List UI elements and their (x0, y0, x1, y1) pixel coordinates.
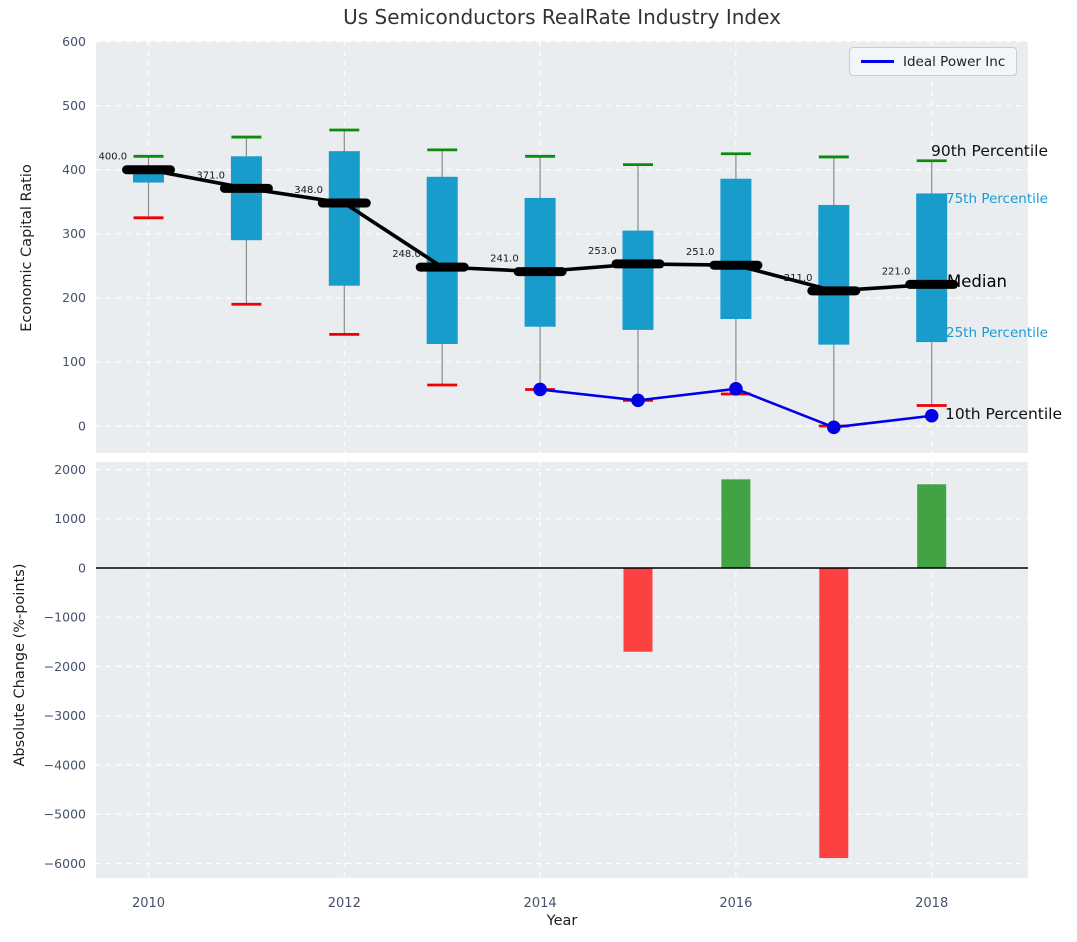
median-value-2011: 371.0 (196, 170, 225, 181)
svg-text:0: 0 (78, 560, 86, 575)
svg-text:−4000: −4000 (44, 757, 86, 772)
svg-text:200: 200 (62, 290, 86, 305)
svg-text:2016: 2016 (719, 896, 752, 911)
svg-text:−5000: −5000 (44, 807, 86, 822)
label-10th-percentile: 10th Percentile (945, 405, 1063, 423)
svg-text:−3000: −3000 (44, 708, 86, 723)
median-markers: 400.0 371.0 348.0 248.0 241.0 253.0 251.0 211.0… (99, 152, 959, 296)
box-group-2017 (818, 155, 850, 428)
chart-title: Us Semiconductors RealRate Industry Inde… (343, 5, 781, 29)
svg-text:600: 600 (62, 34, 86, 49)
box-group-2016 (720, 152, 752, 396)
label-90th-percentile: 90th Percentile (931, 142, 1049, 160)
median-value-2018: 221.0 (882, 266, 911, 277)
x-axis-label: Year (546, 913, 578, 929)
svg-text:−2000: −2000 (44, 659, 86, 674)
svg-text:2018: 2018 (915, 896, 948, 911)
bottom-plot-background (96, 462, 1028, 878)
change-bar-2016 (721, 479, 751, 568)
box-group-2015 (622, 163, 654, 402)
median-value-2012: 348.0 (294, 185, 323, 196)
legend: Ideal Power Inc (849, 47, 1018, 76)
legend-label: Ideal Power Inc (903, 53, 1006, 70)
change-bar-2017 (819, 568, 849, 859)
svg-text:−1000: −1000 (44, 610, 86, 625)
bottom-y-axis-label: Absolute Change (%-points) (12, 563, 28, 767)
change-bar-2015 (623, 568, 653, 652)
median-value-2013: 248.0 (392, 249, 421, 260)
change-bar-2018 (917, 484, 947, 568)
svg-text:500: 500 (62, 98, 86, 113)
median-value-2014: 241.0 (490, 254, 519, 265)
top-y-axis-label: Economic Capital Ratio (19, 164, 35, 332)
median-value-2016: 251.0 (686, 247, 715, 258)
change-bars (623, 479, 947, 859)
svg-text:300: 300 (62, 226, 86, 241)
svg-text:100: 100 (62, 354, 86, 369)
svg-text:2010: 2010 (132, 896, 165, 911)
svg-text:1000: 1000 (54, 511, 86, 526)
svg-text:−6000: −6000 (44, 856, 86, 871)
svg-text:0: 0 (78, 418, 86, 433)
top-plot-background (96, 41, 1028, 453)
median-value-2010: 400.0 (99, 152, 128, 163)
median-value-2017: 211.0 (784, 273, 813, 284)
svg-text:2014: 2014 (524, 896, 557, 911)
svg-text:400: 400 (62, 162, 86, 177)
svg-text:2012: 2012 (328, 896, 361, 911)
box-group-2011 (230, 135, 262, 306)
label-median: Median (947, 272, 1008, 291)
median-value-2015: 253.0 (588, 246, 617, 257)
label-25th-percentile: 25th Percentile (946, 325, 1048, 341)
label-75th-percentile: 75th Percentile (946, 191, 1048, 207)
svg-text:2000: 2000 (54, 462, 86, 477)
company-markers (533, 382, 939, 435)
box-group-2012 (328, 128, 360, 336)
legend-line-sample (861, 60, 894, 63)
tick-labels: 6005004003002001000200010000−1000−2000−3… (44, 34, 949, 911)
